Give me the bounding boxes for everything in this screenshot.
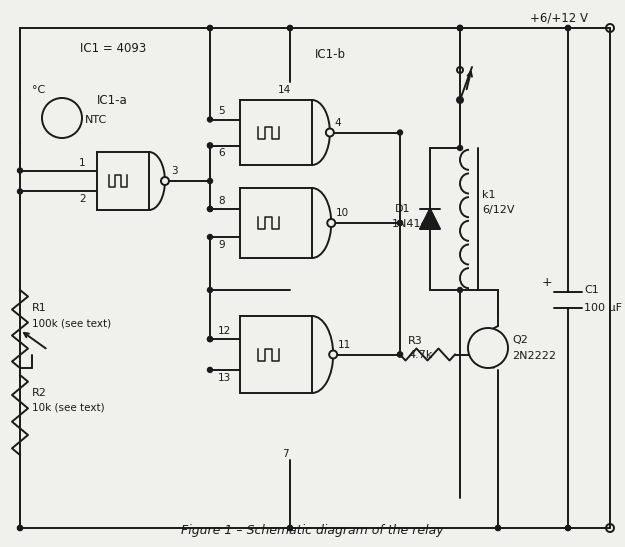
Circle shape [288,26,292,31]
Circle shape [208,143,212,148]
Circle shape [398,352,402,357]
Text: Figure 1 – Schematic diagram of the relay: Figure 1 – Schematic diagram of the rela… [181,524,443,537]
Circle shape [326,129,334,137]
Bar [97,152,149,210]
Circle shape [398,352,402,357]
Circle shape [566,26,571,31]
Circle shape [458,26,462,31]
Text: k1: k1 [482,190,496,200]
Circle shape [496,526,501,531]
Circle shape [457,97,463,103]
Text: IC1-b: IC1-b [315,49,346,61]
Circle shape [329,351,337,358]
Text: 100k (see text): 100k (see text) [32,318,111,328]
Polygon shape [420,209,440,229]
Text: R3: R3 [408,335,422,346]
Circle shape [18,526,22,531]
Circle shape [566,26,571,31]
Circle shape [18,526,22,531]
Text: 10k (see text): 10k (see text) [32,403,104,413]
Circle shape [208,143,212,148]
Text: D1: D1 [395,204,411,214]
Text: 14: 14 [278,85,291,95]
Circle shape [468,328,508,368]
Text: R2: R2 [32,388,47,398]
Text: 1: 1 [79,158,86,167]
Circle shape [208,207,212,212]
Circle shape [458,26,462,31]
Circle shape [18,168,22,173]
Circle shape [398,220,402,225]
Circle shape [458,146,462,150]
Circle shape [42,98,82,138]
Circle shape [288,526,292,531]
Text: 13: 13 [218,373,231,383]
Circle shape [288,526,292,531]
Circle shape [208,117,212,122]
Circle shape [208,336,212,341]
Text: IC1 = 4093: IC1 = 4093 [80,42,146,55]
Circle shape [328,219,335,227]
Circle shape [566,526,571,531]
Text: 3: 3 [171,166,177,176]
Circle shape [208,26,212,31]
Text: 5: 5 [218,107,224,117]
Text: 2N2222: 2N2222 [512,351,556,361]
Text: IC1-a: IC1-a [97,94,128,107]
Circle shape [566,526,571,531]
Text: R1: R1 [32,303,47,313]
Text: 2: 2 [79,194,86,205]
Text: Q2: Q2 [512,335,528,345]
Bar [240,316,312,393]
Text: +: + [542,276,552,288]
Text: 8: 8 [218,196,224,206]
Circle shape [288,26,292,31]
Text: 6/12V: 6/12V [482,205,514,215]
Circle shape [458,26,462,31]
Circle shape [208,26,212,31]
Circle shape [458,26,462,31]
Circle shape [398,130,402,135]
Text: 100 μF: 100 μF [584,303,622,313]
Text: 4: 4 [335,118,341,127]
Circle shape [208,368,212,373]
Text: NTC: NTC [85,115,107,125]
Text: 11: 11 [338,340,351,350]
Text: 1N4148: 1N4148 [392,219,436,229]
Text: 7: 7 [282,449,288,459]
Bar [240,188,312,258]
Bar [240,100,312,165]
Circle shape [161,177,169,185]
Circle shape [398,220,402,225]
Text: C1: C1 [584,285,599,295]
Circle shape [496,526,501,531]
Circle shape [208,288,212,293]
Text: 10: 10 [336,208,349,218]
Circle shape [208,336,212,341]
Text: °C: °C [32,85,45,95]
Text: 6: 6 [218,148,224,159]
Text: 12: 12 [218,326,231,336]
Text: 9: 9 [218,240,224,250]
Circle shape [18,189,22,194]
Circle shape [208,235,212,240]
Text: 4.7k: 4.7k [408,350,432,359]
Circle shape [208,178,212,183]
Text: +6/+12 V: +6/+12 V [530,11,588,25]
Circle shape [458,288,462,293]
Circle shape [208,207,212,212]
